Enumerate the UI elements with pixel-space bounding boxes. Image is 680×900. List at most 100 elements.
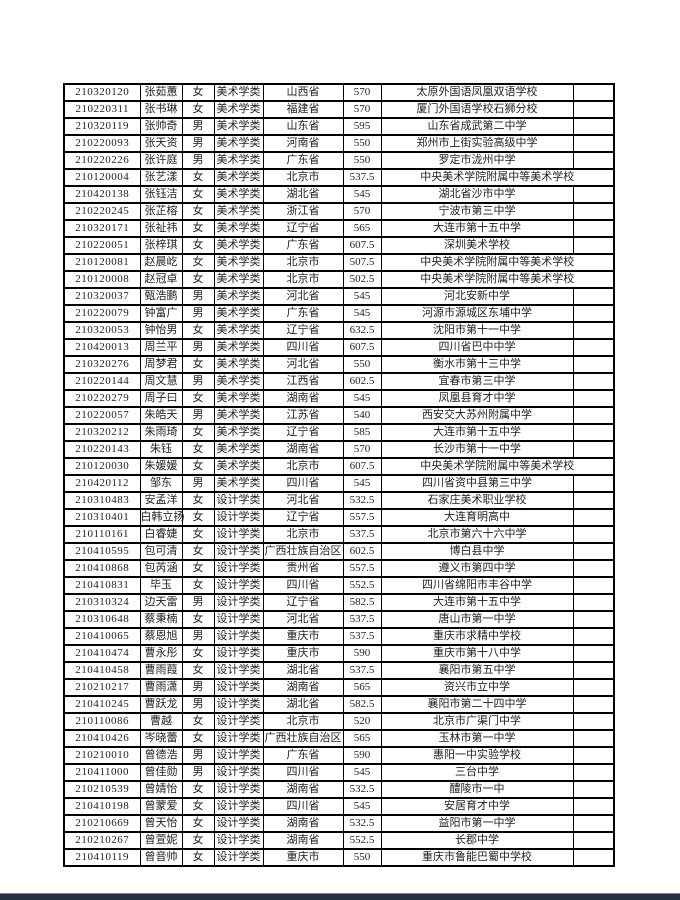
cell-blank (572, 372, 615, 391)
cell-province: 湖北省 (262, 695, 344, 714)
cell-blank (572, 338, 615, 357)
cell-gender: 女 (181, 712, 215, 731)
table-row: 210410065 蔡恩旭男设计学类 重庆市 537.5 重庆市求精中学校 (63, 627, 615, 646)
cell-category: 美术学类 (213, 100, 264, 119)
cell-id: 210120030 (63, 457, 141, 476)
cell-gender: 女 (181, 848, 215, 867)
cell-name: 曹越 (139, 712, 183, 731)
cell-gender: 男 (181, 627, 215, 646)
cell-score: 557.5 (342, 508, 382, 527)
cell-province: 广东省 (262, 746, 344, 765)
cell-name: 曾婧怡 (139, 780, 183, 799)
cell-gender: 女 (181, 321, 215, 340)
table-row: 210410198 曾蒙爱女设计学类 四川省 545 安居育才中学 (63, 797, 615, 816)
cell-gender: 男 (181, 746, 215, 765)
cell-province: 湖南省 (262, 780, 344, 799)
cell-blank (572, 236, 615, 255)
table-row: 210420138 张钰洁女美术学类 湖北省 545 湖北省沙市中学 (63, 185, 615, 204)
cell-category: 美术学类 (213, 423, 264, 442)
cell-gender: 女 (181, 253, 215, 272)
cell-school: 大连市第十五中学 (380, 423, 574, 442)
cell-id: 210120008 (63, 270, 141, 289)
cell-id: 210220051 (63, 236, 141, 255)
cell-category: 美术学类 (213, 270, 264, 289)
cell-id: 210420112 (63, 474, 141, 493)
cell-gender: 女 (181, 457, 215, 476)
cell-gender: 女 (181, 508, 215, 527)
cell-category: 美术学类 (213, 83, 264, 102)
cell-name: 周子曰 (139, 389, 183, 408)
cell-blank (572, 559, 615, 578)
cell-province: 重庆市 (262, 627, 344, 646)
cell-province: 广西壮族自治区 (262, 729, 344, 748)
cell-score: 545 (342, 797, 382, 816)
cell-province: 河南省 (262, 134, 344, 153)
cell-category: 设计学类 (213, 729, 264, 748)
cell-gender: 女 (181, 185, 215, 204)
cell-id: 210210217 (63, 678, 141, 697)
cell-province: 四川省 (262, 576, 344, 595)
cell-gender: 女 (181, 236, 215, 255)
window-bottom-edge (0, 893, 680, 900)
cell-gender: 女 (181, 797, 215, 816)
cell-id: 210410245 (63, 695, 141, 714)
cell-province: 北京市 (262, 525, 344, 544)
cell-school: 襄阳市第五中学 (380, 661, 574, 680)
table-row: 210220093 张天资男美术学类 河南省 550 郑州市上街实验高级中学 (63, 134, 615, 153)
cell-school: 太原外国语凤凰双语学校 (380, 83, 574, 102)
cell-category: 美术学类 (213, 236, 264, 255)
cell-school: 四川省巴中中学 (380, 338, 574, 357)
cell-province: 北京市 (262, 457, 344, 476)
cell-id: 210110086 (63, 712, 141, 731)
table-row: 210320053 钟怡男女美术学类 辽宁省 632.5 沈阳市第十一中学 (63, 321, 615, 340)
cell-id: 210210010 (63, 746, 141, 765)
cell-gender: 女 (181, 202, 215, 221)
table-row: 210220143 朱钰女美术学类 湖南省 570 长沙市第十一中学 (63, 440, 615, 459)
cell-name: 张芷榕 (139, 202, 183, 221)
cell-school: 大连育明高中 (380, 508, 574, 527)
cell-category: 设计学类 (213, 644, 264, 663)
table-row: 210120081 赵晨屹女美术学类 北京市 507.5 中央美术学院附属中等美术学校 (63, 253, 615, 272)
cell-blank (572, 746, 615, 765)
table-row: 210220226 张许庭男美术学类 广东省 550 罗定市泷州中学 (63, 151, 615, 170)
cell-name: 边天雷 (139, 593, 183, 612)
table-row: 210220245 张芷榕女美术学类 浙江省 570 宁波市第三中学 (63, 202, 615, 221)
table-row: 210410868 包芮涵女设计学类 贵州省 557.5 遵义市第四中学 (63, 559, 615, 578)
cell-blank (572, 763, 615, 782)
cell-score: 602.5 (342, 542, 382, 561)
cell-school: 北京市广渠门中学 (380, 712, 574, 731)
cell-score: 565 (342, 729, 382, 748)
table-row: 210220079 钟富广男美术学类 广东省 545 河源市源城区东埔中学 (63, 304, 615, 323)
cell-province: 福建省 (262, 100, 344, 119)
table-row: 210120004 张艺漾女美术学类 北京市 537.5 中央美术学院附属中等美术学校 (63, 168, 615, 187)
cell-category: 设计学类 (213, 559, 264, 578)
cell-score: 565 (342, 678, 382, 697)
table-row: 210310648 蔡秉楠女设计学类 河北省 537.5 唐山市第一中学 (63, 610, 615, 629)
cell-category: 设计学类 (213, 848, 264, 867)
cell-id: 210410868 (63, 559, 141, 578)
cell-school: 中央美术学院附属中等美术学校 (380, 168, 615, 187)
cell-score: 632.5 (342, 321, 382, 340)
cell-id: 210320212 (63, 423, 141, 442)
cell-school: 河北安新中学 (380, 287, 574, 306)
cell-name: 张艺漾 (139, 168, 183, 187)
cell-score: 532.5 (342, 491, 382, 510)
cell-score: 550 (342, 151, 382, 170)
cell-province: 广东省 (262, 304, 344, 323)
cell-province: 浙江省 (262, 202, 344, 221)
cell-name: 赵冠卓 (139, 270, 183, 289)
cell-school: 宜春市第三中学 (380, 372, 574, 391)
cell-name: 朱钰 (139, 440, 183, 459)
table-row: 210411000 曾佳勋男设计学类 四川省 545 三台中学 (63, 763, 615, 782)
table-row: 210420112 邹东男美术学类 四川省 545 四川省资中县第三中学 (63, 474, 615, 493)
cell-id: 210410595 (63, 542, 141, 561)
cell-category: 设计学类 (213, 576, 264, 595)
cell-category: 设计学类 (213, 491, 264, 510)
cell-province: 辽宁省 (262, 508, 344, 527)
cell-name: 曾音帅 (139, 848, 183, 867)
cell-blank (572, 848, 615, 867)
cell-id: 210220245 (63, 202, 141, 221)
cell-gender: 女 (181, 355, 215, 374)
cell-category: 设计学类 (213, 525, 264, 544)
